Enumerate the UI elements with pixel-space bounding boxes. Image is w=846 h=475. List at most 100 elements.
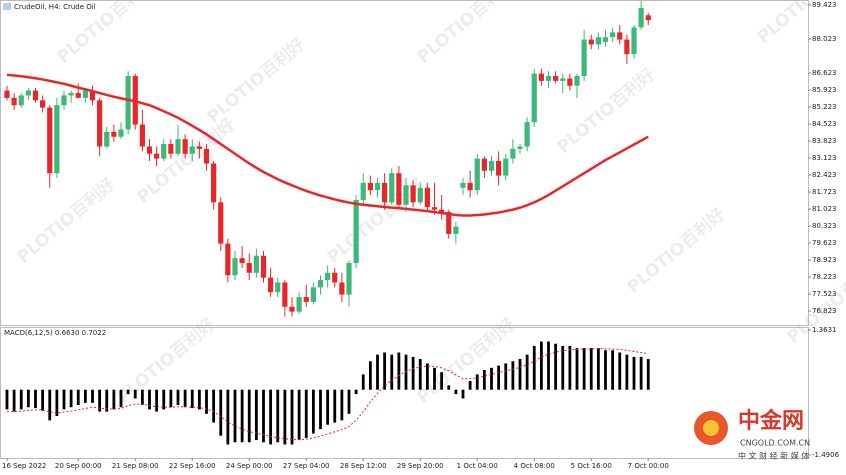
y-tick-label: 80.323 xyxy=(812,222,837,230)
macd-bar xyxy=(490,367,493,390)
macd-bar xyxy=(140,389,144,406)
macd-panel-frame xyxy=(0,327,809,459)
y-tick-label: 81.723 xyxy=(812,188,837,196)
macd-bar xyxy=(98,389,102,412)
macd-bar xyxy=(582,348,586,390)
macd-bar xyxy=(383,352,387,390)
candle-body xyxy=(268,277,274,293)
candle-body xyxy=(239,258,245,264)
candle-body xyxy=(89,90,96,101)
y-tick-label: 78.223 xyxy=(812,273,837,281)
candle-body xyxy=(275,282,281,293)
macd-bar xyxy=(418,359,422,390)
candle-body xyxy=(139,124,145,147)
candle-body xyxy=(517,146,523,149)
candle-body xyxy=(11,97,17,106)
x-tick-label: 27 Sep 04:00 xyxy=(283,462,330,470)
macd-bar xyxy=(212,389,216,423)
candle-body xyxy=(310,287,316,302)
macd-bar xyxy=(311,389,315,434)
candle-body xyxy=(175,139,181,154)
logo-tagline: 中 文 财 经 新 媒 体 xyxy=(738,451,809,461)
candle-body xyxy=(467,182,473,191)
macd-bar xyxy=(262,389,265,443)
macd-bar xyxy=(119,389,123,408)
macd-bar xyxy=(518,359,522,390)
candle-body xyxy=(353,199,359,264)
macd-bar xyxy=(133,389,137,399)
candle-body xyxy=(61,95,67,106)
macd-bar xyxy=(290,389,294,445)
macd-bar xyxy=(176,389,180,406)
candle-body xyxy=(360,182,366,200)
macd-bar xyxy=(361,374,365,390)
macd-bar xyxy=(497,365,501,390)
chart-title: CrudeOil, H4: Crude Oil xyxy=(14,3,96,11)
y-tick-label: 82.423 xyxy=(812,171,837,179)
y-tick-label: 81.023 xyxy=(812,205,837,213)
macd-bar xyxy=(162,389,166,410)
candle-body xyxy=(54,105,60,174)
macd-bar xyxy=(568,345,572,390)
macd-bar xyxy=(376,354,379,390)
macd-bar xyxy=(219,389,223,436)
candle-body xyxy=(453,226,459,234)
macd-bar xyxy=(297,389,301,441)
candle-body xyxy=(260,255,267,278)
x-tick-label: 7 Oct 00:00 xyxy=(628,462,669,470)
macd-bar xyxy=(604,350,607,390)
candle-body xyxy=(246,263,252,273)
candle-body xyxy=(346,263,352,295)
candle-body xyxy=(396,173,402,205)
candle-body xyxy=(474,158,480,191)
candle-body xyxy=(97,100,103,147)
candle-body xyxy=(403,185,409,205)
macd-bar xyxy=(532,345,536,390)
macd-bar xyxy=(62,389,66,410)
macd-title: MACD(6,12,5) 0.6630 0.7022 xyxy=(4,329,106,337)
macd-bar xyxy=(190,389,194,409)
macd-bar xyxy=(41,389,45,411)
candle-body xyxy=(382,182,388,203)
x-tick-label: 5 Oct 16:00 xyxy=(571,462,612,470)
candle-body xyxy=(168,144,174,154)
candle-body xyxy=(75,93,81,98)
macd-bar xyxy=(269,389,273,445)
macd-bar xyxy=(304,389,308,438)
candle-body xyxy=(510,148,516,159)
macd-bar xyxy=(226,389,230,445)
macd-bar xyxy=(319,389,322,430)
candle-body xyxy=(595,37,601,45)
logo-name: 中金网 xyxy=(738,408,804,434)
candle-body xyxy=(481,158,487,171)
macd-bar xyxy=(625,354,629,390)
candle-body xyxy=(389,173,395,203)
y-tick-label: 77.523 xyxy=(812,290,837,298)
y-tick-label: 76.823 xyxy=(812,307,837,315)
macd-bar xyxy=(554,343,558,390)
y-tick-label: 83.823 xyxy=(812,137,837,145)
candle-body xyxy=(602,37,609,43)
price-panel-frame xyxy=(0,0,809,326)
macd-bar xyxy=(425,363,429,390)
candle-body xyxy=(25,90,31,96)
candle-body xyxy=(332,272,338,283)
macd-bar xyxy=(475,374,479,390)
macd-bar xyxy=(347,389,351,414)
macd-bar xyxy=(539,341,543,390)
candle-body xyxy=(104,131,110,147)
macd-bar xyxy=(589,348,593,390)
candle-body xyxy=(496,161,502,176)
macd-bar xyxy=(511,361,515,390)
macd-bar xyxy=(148,389,151,410)
candle-body xyxy=(574,76,580,86)
macd-bar xyxy=(197,389,201,410)
macd-bar xyxy=(126,389,130,395)
macd-bar xyxy=(632,356,636,390)
chart-icon xyxy=(3,3,11,10)
macd-bar xyxy=(48,389,52,421)
macd-bar xyxy=(69,389,73,408)
y-tick-label: 1.3631 xyxy=(812,326,837,334)
x-tick-label: 22 Sep 16:00 xyxy=(169,462,216,470)
